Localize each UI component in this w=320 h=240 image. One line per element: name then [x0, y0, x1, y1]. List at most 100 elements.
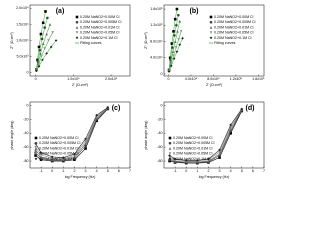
- x-tick-label: 1: [62, 169, 64, 173]
- legend-label: 0.20M NaNO2+0.005M Cl: [80, 20, 122, 24]
- data-point: [50, 155, 54, 159]
- figure: 0 1.0x10⁴ 2.0x10⁴ 0 5.0x10³ 1.0x10⁴ 1.5x10⁴ 2.0…: [10, 4, 265, 179]
- data-point: [176, 30, 179, 33]
- data-point: [51, 31, 54, 34]
- series-line: [35, 108, 108, 161]
- y-tick-label: -60: [157, 145, 162, 149]
- plot-frame: [163, 101, 265, 169]
- x-tick-label: 0: [51, 169, 53, 173]
- data-point: [171, 46, 174, 49]
- data-point: [84, 147, 87, 150]
- data-point: [73, 152, 76, 156]
- y-tick-label: 8.0x10⁴: [150, 39, 163, 43]
- y-tick-label: 5.0x10³: [17, 55, 30, 59]
- data-point: [174, 46, 178, 49]
- data-point: [218, 148, 221, 152]
- legend-marker: [75, 15, 79, 19]
- data-point: [168, 154, 171, 157]
- x-tick-label: 4: [96, 169, 98, 173]
- data-point: [240, 107, 244, 111]
- x-axis-label: log Frequency (Hz): [65, 175, 96, 179]
- data-point: [170, 64, 173, 68]
- x-tick-label: 1.2x10⁵: [230, 77, 243, 81]
- legend-marker: [209, 36, 213, 40]
- legend-label: 0.20M NaNO2+0.00M Cl: [173, 136, 213, 140]
- data-point: [181, 36, 184, 40]
- data-point: [43, 47, 47, 50]
- data-point: [62, 156, 65, 159]
- x-axis-label: Z' (Ω.cm²): [72, 83, 88, 87]
- data-point: [169, 62, 173, 66]
- legend-label: 0.20M NaNO2+0.1M Cl: [80, 36, 118, 40]
- y-tick-label: -60: [23, 145, 28, 149]
- legend-marker: [34, 157, 38, 161]
- legend-label: 0.20M NaNO2+0.005M Cl: [214, 20, 256, 24]
- data-point: [44, 10, 47, 13]
- data-point: [37, 65, 41, 68]
- legend-label: 0.20M NaNO2+0.1M Cl: [39, 157, 77, 161]
- legend-label: 0.20M NaNO2+0.1M Cl: [173, 157, 211, 161]
- panel-label: (a): [56, 8, 65, 15]
- legend-label: 0.20M NaNO2+0.05M Cl: [214, 31, 254, 35]
- x-tick-label: 0: [35, 77, 37, 81]
- data-point: [170, 42, 174, 45]
- data-point: [39, 153, 43, 157]
- legend-label: 0.20M NaNO2+0.005M Cl: [39, 141, 81, 145]
- data-point: [84, 144, 87, 148]
- data-point: [48, 23, 52, 26]
- legend-marker: [209, 31, 213, 34]
- legend-label: Fitting curves: [80, 41, 102, 45]
- legend-label: 0.20M NaNO2+0.01M Cl: [39, 146, 79, 150]
- data-point: [167, 70, 171, 73]
- x-tick-label: 3: [219, 169, 221, 173]
- legend-label: 0.20M NaNO2+0.005M Cl: [173, 141, 215, 145]
- data-point: [218, 150, 221, 154]
- data-point: [95, 113, 98, 117]
- data-point: [84, 142, 87, 145]
- data-point: [178, 19, 182, 23]
- data-point: [49, 45, 53, 49]
- series-line: [169, 109, 243, 163]
- x-tick-label: 5: [241, 169, 243, 173]
- data-point: [41, 58, 44, 62]
- x-tick-label: 7: [263, 169, 265, 173]
- data-point: [84, 137, 87, 141]
- data-point: [229, 127, 232, 131]
- plot-frame: [163, 4, 265, 77]
- x-tick-label: 6: [118, 169, 120, 173]
- legend-marker: [75, 26, 79, 29]
- y-tick-label: 0: [27, 103, 29, 107]
- legend-marker: [34, 141, 38, 145]
- panel-label: (b): [190, 8, 199, 15]
- data-point: [39, 52, 42, 55]
- data-point: [177, 38, 180, 41]
- y-tick-label: -80: [157, 159, 162, 163]
- panel-label: (c): [112, 105, 121, 112]
- data-point: [173, 157, 177, 161]
- x-tick-label: 8.0x10⁴: [207, 77, 220, 81]
- y-tick-label: 1.2x10⁵: [150, 23, 163, 27]
- data-point: [173, 159, 177, 163]
- y-tick-label: -40: [23, 131, 28, 135]
- data-point: [41, 21, 45, 25]
- data-point: [45, 32, 48, 36]
- data-point: [40, 37, 44, 41]
- legend-marker: [209, 26, 213, 29]
- data-point: [207, 159, 210, 163]
- y-axis-label: Z'' (Ω.cm²): [10, 32, 14, 49]
- data-point: [39, 155, 43, 159]
- series-line: [169, 110, 243, 164]
- x-tick-label: -1: [174, 169, 177, 173]
- data-point: [43, 26, 47, 29]
- data-point: [54, 39, 58, 42]
- y-tick-label: 0: [161, 72, 163, 76]
- y-tick-label: -80: [23, 159, 28, 163]
- panel-label: (d): [246, 105, 255, 112]
- series-line: [169, 110, 243, 163]
- legend-marker: [75, 36, 79, 40]
- data-point: [172, 30, 175, 33]
- data-point: [179, 30, 183, 33]
- y-tick-label: -20: [157, 117, 162, 121]
- x-tick-label: 1.6x10⁵: [252, 77, 265, 81]
- x-tick-label: -1: [40, 169, 43, 173]
